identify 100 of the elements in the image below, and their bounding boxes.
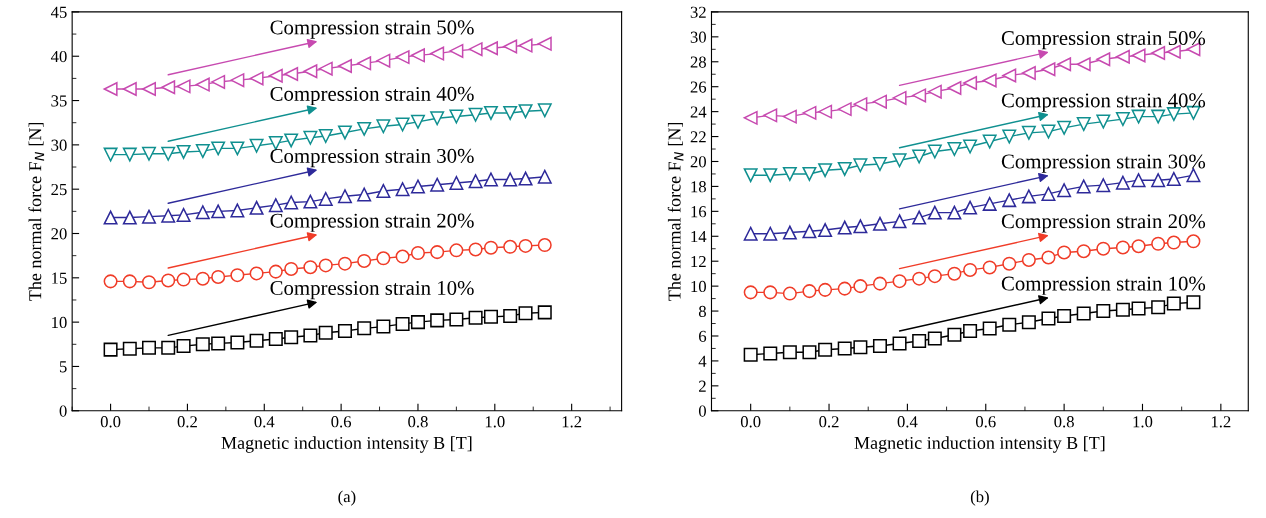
- point: [430, 177, 445, 192]
- point: [743, 226, 758, 241]
- point: [818, 163, 833, 178]
- point: [853, 158, 868, 173]
- point: [853, 219, 868, 234]
- point: [318, 128, 333, 144]
- point: [376, 251, 391, 266]
- point: [195, 77, 210, 92]
- point: [963, 200, 978, 215]
- point: [449, 243, 464, 258]
- point: [195, 205, 210, 220]
- point: [537, 36, 552, 51]
- point: [982, 73, 997, 88]
- point: [853, 97, 868, 112]
- point: [1002, 129, 1017, 144]
- point: [1002, 193, 1017, 208]
- point: [1186, 168, 1201, 183]
- point: [837, 102, 852, 117]
- point: [141, 146, 157, 161]
- point: [268, 264, 283, 279]
- point: [230, 335, 245, 350]
- x-tick-label: 0.4: [254, 416, 275, 428]
- point: [1115, 240, 1130, 255]
- point: [802, 166, 817, 181]
- point: [449, 109, 464, 124]
- point: [802, 345, 817, 360]
- text: (b): [970, 490, 989, 506]
- point: [503, 308, 518, 323]
- annotation: Compression strain 40%: [1001, 93, 1206, 112]
- point: [1041, 311, 1056, 326]
- point: [1166, 107, 1181, 122]
- point: [176, 207, 191, 222]
- y-tick-label: 40: [50, 50, 67, 63]
- point: [892, 153, 907, 168]
- point: [284, 330, 299, 345]
- point: [337, 256, 352, 271]
- point: [1002, 256, 1017, 271]
- point: [963, 323, 978, 339]
- point: [518, 238, 533, 253]
- y-tick-label: 28: [690, 56, 706, 68]
- point: [161, 80, 176, 95]
- annotation: Compression strain 30%: [270, 148, 474, 168]
- y-tick-label: 24: [690, 106, 707, 118]
- point: [1131, 48, 1146, 63]
- annotation: Compression strain 20%: [1001, 214, 1206, 233]
- point: [947, 80, 962, 95]
- point: [483, 240, 498, 255]
- point: [1186, 295, 1201, 310]
- x-tick-label: 1.0: [1133, 416, 1153, 428]
- point: [1166, 235, 1181, 250]
- point: [211, 336, 226, 351]
- y-tick-label: 20: [51, 228, 67, 240]
- point: [303, 64, 318, 79]
- point: [249, 71, 264, 86]
- point: [410, 245, 425, 261]
- point: [763, 346, 778, 361]
- point: [947, 205, 962, 220]
- point: [1151, 109, 1166, 124]
- point: [872, 156, 887, 171]
- y-tick-label: 15: [52, 272, 67, 284]
- point: [230, 141, 245, 156]
- point: [449, 175, 464, 190]
- point: [503, 172, 518, 187]
- point: [782, 345, 797, 360]
- y-tick-label: 18: [691, 181, 706, 193]
- point: [763, 168, 778, 183]
- point: [1186, 234, 1201, 249]
- point: [927, 331, 942, 346]
- point: [963, 75, 978, 90]
- annotation: Compression strain 50%: [270, 20, 474, 39]
- point: [268, 68, 283, 83]
- annotation: Compression strain 20%: [270, 213, 474, 232]
- point: [284, 195, 299, 210]
- point: [763, 108, 778, 123]
- point: [249, 333, 264, 348]
- point: [284, 133, 299, 148]
- point: [503, 239, 518, 254]
- point: [1151, 300, 1166, 315]
- y-tick-label: 0: [698, 405, 706, 417]
- point: [141, 275, 157, 290]
- point: [1115, 49, 1130, 64]
- point: [818, 342, 833, 357]
- y-axis-title: The normal force F$_{N}$ [N]: [667, 122, 684, 301]
- point: [249, 266, 264, 281]
- y-tick-label: 20: [690, 156, 706, 168]
- point: [1057, 120, 1072, 135]
- point: [195, 337, 210, 352]
- point: [1076, 306, 1091, 321]
- point: [395, 249, 410, 264]
- point: [1115, 302, 1130, 317]
- point: [449, 312, 464, 327]
- point: [176, 79, 191, 94]
- point: [337, 58, 352, 73]
- x-tick-label: 0.8: [1054, 416, 1074, 428]
- point: [802, 224, 817, 239]
- point: [357, 253, 372, 268]
- point: [122, 147, 137, 162]
- x-tick-label: 1.2: [1211, 416, 1231, 428]
- x-tick-label: 0.4: [897, 416, 918, 428]
- x-axis-title: Magnetic induction intensity B [T]: [221, 436, 472, 453]
